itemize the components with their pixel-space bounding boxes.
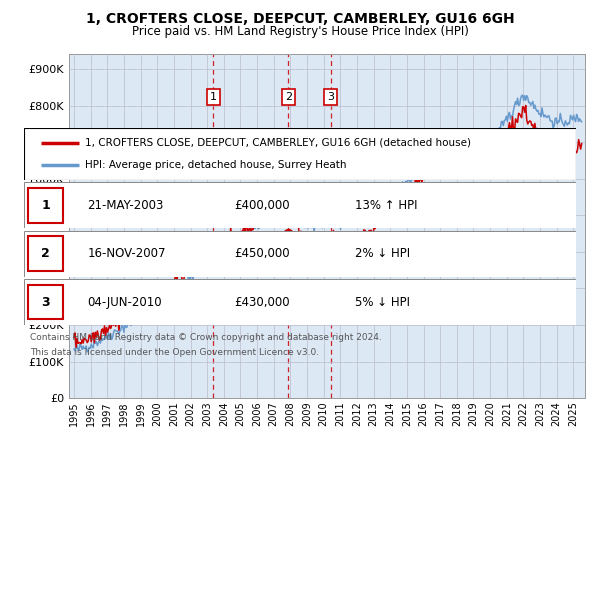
Text: 16-NOV-2007: 16-NOV-2007 <box>88 247 166 260</box>
Text: 13% ↑ HPI: 13% ↑ HPI <box>355 199 418 212</box>
Text: 2: 2 <box>285 92 292 102</box>
Text: £430,000: £430,000 <box>234 296 289 309</box>
Text: Contains HM Land Registry data © Crown copyright and database right 2024.: Contains HM Land Registry data © Crown c… <box>30 333 382 342</box>
Text: 04-JUN-2010: 04-JUN-2010 <box>88 296 162 309</box>
Text: 1: 1 <box>210 92 217 102</box>
Text: 3: 3 <box>41 296 50 309</box>
Text: 21-MAY-2003: 21-MAY-2003 <box>88 199 164 212</box>
Text: 5% ↓ HPI: 5% ↓ HPI <box>355 296 410 309</box>
Text: 1, CROFTERS CLOSE, DEEPCUT, CAMBERLEY, GU16 6GH: 1, CROFTERS CLOSE, DEEPCUT, CAMBERLEY, G… <box>86 12 514 26</box>
Bar <box>28 237 62 271</box>
Bar <box>28 285 62 319</box>
Text: This data is licensed under the Open Government Licence v3.0.: This data is licensed under the Open Gov… <box>30 348 319 357</box>
Text: 1: 1 <box>41 199 50 212</box>
Text: 2: 2 <box>41 247 50 260</box>
Text: £450,000: £450,000 <box>234 247 289 260</box>
Text: 1, CROFTERS CLOSE, DEEPCUT, CAMBERLEY, GU16 6GH (detached house): 1, CROFTERS CLOSE, DEEPCUT, CAMBERLEY, G… <box>85 137 471 148</box>
Text: Price paid vs. HM Land Registry's House Price Index (HPI): Price paid vs. HM Land Registry's House … <box>131 25 469 38</box>
Text: 2% ↓ HPI: 2% ↓ HPI <box>355 247 410 260</box>
Text: 3: 3 <box>327 92 334 102</box>
Text: £400,000: £400,000 <box>234 199 289 212</box>
Text: HPI: Average price, detached house, Surrey Heath: HPI: Average price, detached house, Surr… <box>85 160 346 171</box>
Bar <box>28 188 62 222</box>
